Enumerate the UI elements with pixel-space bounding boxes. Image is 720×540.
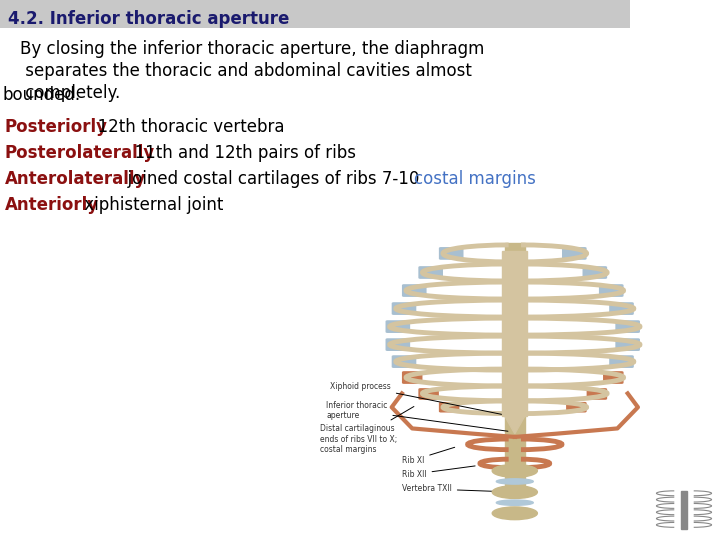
FancyBboxPatch shape [402, 371, 423, 384]
Bar [505, 243, 525, 497]
Text: Inferior thoracic
aperture: Inferior thoracic aperture [326, 401, 508, 431]
FancyBboxPatch shape [392, 355, 416, 368]
Text: joined costal cartilages of ribs 7-10: joined costal cartilages of ribs 7-10 [117, 170, 424, 188]
FancyBboxPatch shape [582, 266, 607, 279]
FancyBboxPatch shape [609, 302, 634, 315]
FancyBboxPatch shape [587, 388, 607, 400]
Bar [681, 491, 687, 529]
Text: Xiphoid process: Xiphoid process [330, 381, 516, 417]
FancyBboxPatch shape [603, 371, 624, 384]
Ellipse shape [492, 464, 537, 477]
Text: Distal cartilaginous
ends of ribs VII to X;
costal margins: Distal cartilaginous ends of ribs VII to… [320, 407, 414, 454]
Text: Vertebra TXII: Vertebra TXII [402, 484, 512, 494]
Bar [503, 251, 527, 416]
Text: completely.: completely. [20, 84, 120, 102]
Text: Posteriorly: Posteriorly [5, 118, 108, 136]
FancyBboxPatch shape [566, 402, 587, 413]
FancyBboxPatch shape [616, 338, 640, 351]
Text: Anteriorly: Anteriorly [5, 196, 99, 214]
Text: 11th and 12th pairs of ribs: 11th and 12th pairs of ribs [124, 144, 356, 162]
FancyBboxPatch shape [402, 284, 426, 297]
Polygon shape [505, 416, 525, 434]
FancyBboxPatch shape [418, 266, 443, 279]
FancyBboxPatch shape [439, 247, 464, 260]
Text: 4.2. Inferior thoracic aperture: 4.2. Inferior thoracic aperture [8, 10, 289, 28]
FancyBboxPatch shape [439, 402, 459, 413]
Text: separates the thoracic and abdominal cavities almost: separates the thoracic and abdominal cav… [20, 62, 472, 80]
Ellipse shape [496, 479, 534, 484]
Text: Anterolaterally: Anterolaterally [5, 170, 146, 188]
Bar [0, 0, 630, 28]
FancyBboxPatch shape [385, 338, 410, 351]
Ellipse shape [492, 485, 537, 498]
Text: costal margins: costal margins [414, 170, 536, 188]
FancyBboxPatch shape [392, 302, 416, 315]
Text: By closing the inferior thoracic aperture, the diaphragm: By closing the inferior thoracic apertur… [20, 40, 485, 58]
Text: Rib XII: Rib XII [402, 466, 475, 478]
FancyBboxPatch shape [418, 388, 439, 400]
Text: xiphisternal joint: xiphisternal joint [79, 196, 224, 214]
FancyBboxPatch shape [562, 247, 587, 260]
Text: 12th thoracic vertebra: 12th thoracic vertebra [87, 118, 284, 136]
Text: Posterolaterally: Posterolaterally [5, 144, 156, 162]
Ellipse shape [492, 507, 537, 519]
Ellipse shape [496, 500, 534, 505]
FancyBboxPatch shape [385, 320, 410, 333]
Text: bounded.: bounded. [2, 86, 80, 104]
Text: Rib XI: Rib XI [402, 447, 455, 465]
FancyBboxPatch shape [599, 284, 624, 297]
FancyBboxPatch shape [609, 355, 634, 368]
FancyBboxPatch shape [616, 320, 640, 333]
